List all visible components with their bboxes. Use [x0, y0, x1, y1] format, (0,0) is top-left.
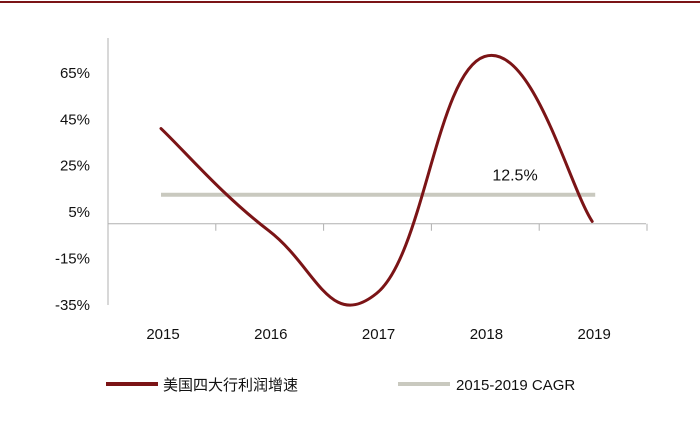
x-tick-labels: 2015 2016 2017 2018 2019	[107, 223, 648, 343]
cagr-data-label: 12.5%	[492, 168, 537, 185]
x-tick-label-2: 2017	[362, 326, 395, 343]
legend: 美国四大行利润增速 2015-2019 CAGR	[106, 377, 575, 394]
series-layer	[159, 53, 596, 307]
legend-label-cagr: 2015-2019 CAGR	[456, 377, 575, 394]
y-tick-label-5: -35%	[55, 297, 90, 314]
y-tick-label-3: 5%	[68, 204, 90, 221]
x-tick-label-4: 2019	[578, 326, 611, 343]
x-tick-label-1: 2016	[254, 326, 287, 343]
y-tick-label-4: -15%	[55, 251, 90, 268]
x-tick-label-3: 2018	[470, 326, 503, 343]
data-labels: 12.5%	[492, 168, 537, 185]
x-tick-label-0: 2015	[146, 326, 179, 343]
y-tick-label-2: 25%	[60, 158, 90, 175]
y-tick-label-1: 45%	[60, 111, 90, 128]
series-line-profit-growth	[159, 53, 594, 307]
y-tick-label-0: 65%	[60, 65, 90, 82]
y-tick-labels: 65% 45% 25% 5% -15% -35%	[55, 65, 90, 314]
legend-label-profit-growth: 美国四大行利润增速	[163, 377, 298, 394]
